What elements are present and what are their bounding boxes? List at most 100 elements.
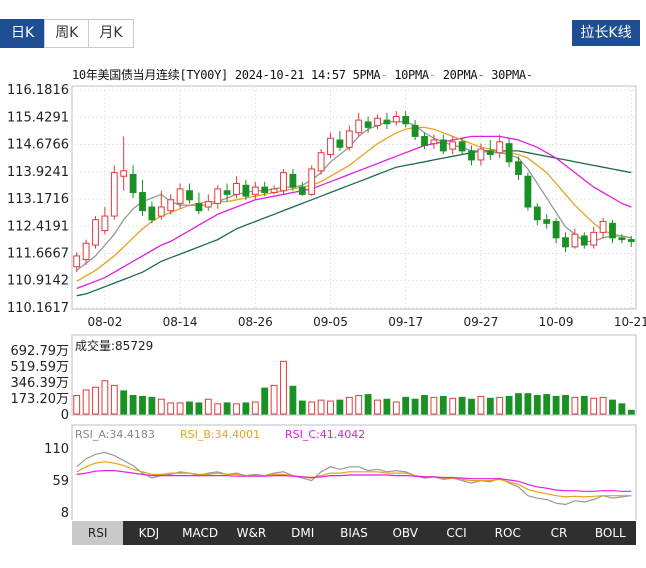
rsi-lines: [76, 451, 632, 506]
candle: [430, 134, 438, 150]
rsi-tick-label: 110: [44, 442, 69, 457]
candle-body: [223, 190, 231, 195]
candle: [552, 217, 560, 244]
candle-body: [496, 141, 504, 154]
candle-body: [374, 117, 381, 127]
candle: [524, 172, 532, 211]
candle: [543, 214, 551, 229]
indicator-tab-dmi[interactable]: DMI: [291, 526, 315, 540]
ma30-legend-line: -: [525, 68, 533, 82]
ma20-legend: 20PMA: [442, 68, 478, 82]
candle: [402, 111, 410, 128]
candle-body: [251, 186, 259, 195]
candle-body: [110, 172, 118, 217]
candle-body: [609, 222, 616, 239]
indicator-tab-bias[interactable]: BIAS: [340, 526, 368, 540]
indicator-tab-boll[interactable]: BOLL: [594, 526, 626, 540]
candle-body: [148, 206, 156, 221]
candle-body: [308, 168, 316, 195]
candle: [496, 134, 504, 159]
candle-body: [562, 237, 569, 248]
candle: [186, 183, 193, 204]
volume-bar: [430, 396, 438, 415]
candle-body: [411, 125, 419, 137]
volume-tick-label: 692.79万: [11, 344, 70, 359]
price-tick-label: 113.1716: [7, 192, 69, 207]
volume-bar: [468, 398, 475, 415]
candle-body: [327, 137, 334, 156]
candle-body: [289, 173, 297, 188]
volume-bar: [609, 399, 616, 415]
candle-body: [157, 206, 165, 217]
volume-label: 成交量:85729: [75, 338, 153, 353]
candle-body: [449, 141, 457, 150]
volume-panel: [71, 334, 637, 416]
price-tick-label: 116.1816: [7, 83, 69, 98]
kline-chart[interactable]: 116.1816 115.4291 114.6766 113.9241 113.1716…: [0, 0, 646, 520]
candle-body: [139, 192, 146, 212]
stretch-candles-button[interactable]: 拉长K线: [572, 20, 640, 46]
volume-bar: [421, 395, 428, 415]
candle: [167, 194, 175, 215]
tab-weekly-k[interactable]: 周K: [44, 19, 89, 48]
volume-bar: [204, 398, 212, 415]
indicator-tab-obv[interactable]: OBV: [392, 526, 418, 540]
indicator-tab-macd[interactable]: MACD: [182, 526, 219, 540]
volume-bar: [505, 395, 513, 415]
volume-bar: [186, 401, 193, 415]
indicator-tabs: RSI KDJ MACD W&R DMI BIAS OBV CCI ROC CR…: [72, 521, 636, 545]
volume-bar: [402, 396, 410, 415]
candle: [392, 111, 400, 126]
volume-bar: [308, 401, 316, 415]
indicator-tab-cci[interactable]: CCI: [446, 526, 467, 540]
volume-bar: [355, 395, 363, 415]
candle: [468, 145, 475, 166]
tab-monthly-k[interactable]: 月K: [88, 19, 134, 48]
indicator-tab-roc[interactable]: ROC: [494, 526, 521, 540]
candle: [562, 232, 569, 253]
volume-tick-label: 173.20万: [11, 392, 70, 407]
candle: [477, 143, 485, 166]
indicator-tab-kdj[interactable]: KDJ: [138, 526, 160, 540]
date-tick-label: 08-14: [163, 315, 198, 329]
period-tabs: 日K 周K 月K: [0, 19, 134, 48]
candle: [458, 138, 466, 155]
price-grid: [72, 86, 636, 309]
candle: [110, 165, 118, 220]
indicator-tab-wr[interactable]: W&R: [236, 526, 267, 540]
candle-body: [261, 186, 269, 194]
candle: [411, 120, 419, 141]
volume-bar: [92, 386, 99, 415]
date-axis: 08-02 08-14 08-26 09-05 09-17 09-27 10-09 10-21: [87, 315, 646, 329]
volume-bar: [439, 395, 447, 415]
volume-bar: [477, 395, 485, 415]
volume-bar: [374, 399, 381, 415]
candle-body: [204, 201, 212, 208]
candle: [157, 190, 165, 220]
date-tick-label: 08-02: [87, 315, 122, 329]
candle: [486, 140, 494, 160]
candle-body: [486, 150, 494, 156]
candle: [505, 138, 513, 168]
volume-bar: [599, 396, 607, 415]
volume-bar: [233, 403, 240, 415]
candle-body: [599, 221, 607, 233]
volume-bar: [242, 402, 250, 415]
indicator-tab-rsi[interactable]: RSI: [72, 521, 124, 545]
volume-bar: [120, 390, 128, 415]
candle-body: [590, 231, 598, 246]
candle-body: [364, 121, 372, 128]
candle: [214, 185, 222, 209]
candle: [280, 169, 287, 195]
candle-body: [505, 143, 513, 163]
tab-daily-k[interactable]: 日K: [0, 19, 45, 48]
candle: [176, 183, 184, 209]
volume-bar: [317, 399, 325, 415]
volume-bar: [148, 396, 156, 415]
ma10-legend-line: -: [428, 68, 436, 82]
volume-bar: [101, 380, 109, 415]
volume-bar: [533, 395, 541, 415]
candle: [129, 165, 137, 198]
candle-body: [92, 219, 99, 246]
indicator-tab-cr[interactable]: CR: [550, 526, 568, 540]
